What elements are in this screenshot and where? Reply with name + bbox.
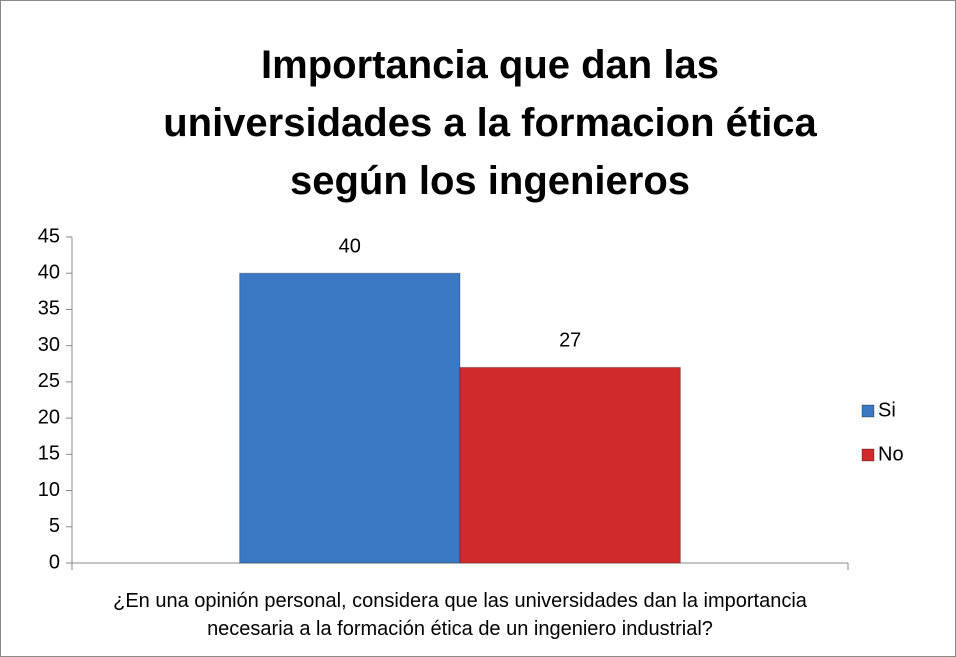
bar [459, 366, 681, 564]
y-tick-label: 15 [38, 443, 60, 465]
y-tick-label: 35 [38, 298, 60, 320]
value-label: 40 [339, 236, 361, 258]
chart-title: Importancia que dan las universidades a … [163, 43, 817, 203]
legend-label: No [878, 443, 904, 465]
x-category-label: ¿En una opinión personal, considera que … [113, 590, 807, 640]
y-tick-label: 25 [38, 370, 60, 392]
legend-swatch [861, 404, 875, 418]
value-label: 27 [559, 330, 581, 352]
y-tick-label: 40 [38, 262, 60, 284]
legend-label: Si [878, 399, 896, 421]
y-tick-label: 45 [38, 225, 60, 247]
y-tick-label: 5 [49, 515, 60, 537]
y-tick-label: 10 [38, 479, 60, 501]
y-tick-label: 0 [49, 551, 60, 573]
bar [239, 272, 461, 564]
y-tick-label: 30 [38, 334, 60, 356]
legend-swatch [861, 448, 875, 462]
y-tick-label: 20 [38, 406, 60, 428]
